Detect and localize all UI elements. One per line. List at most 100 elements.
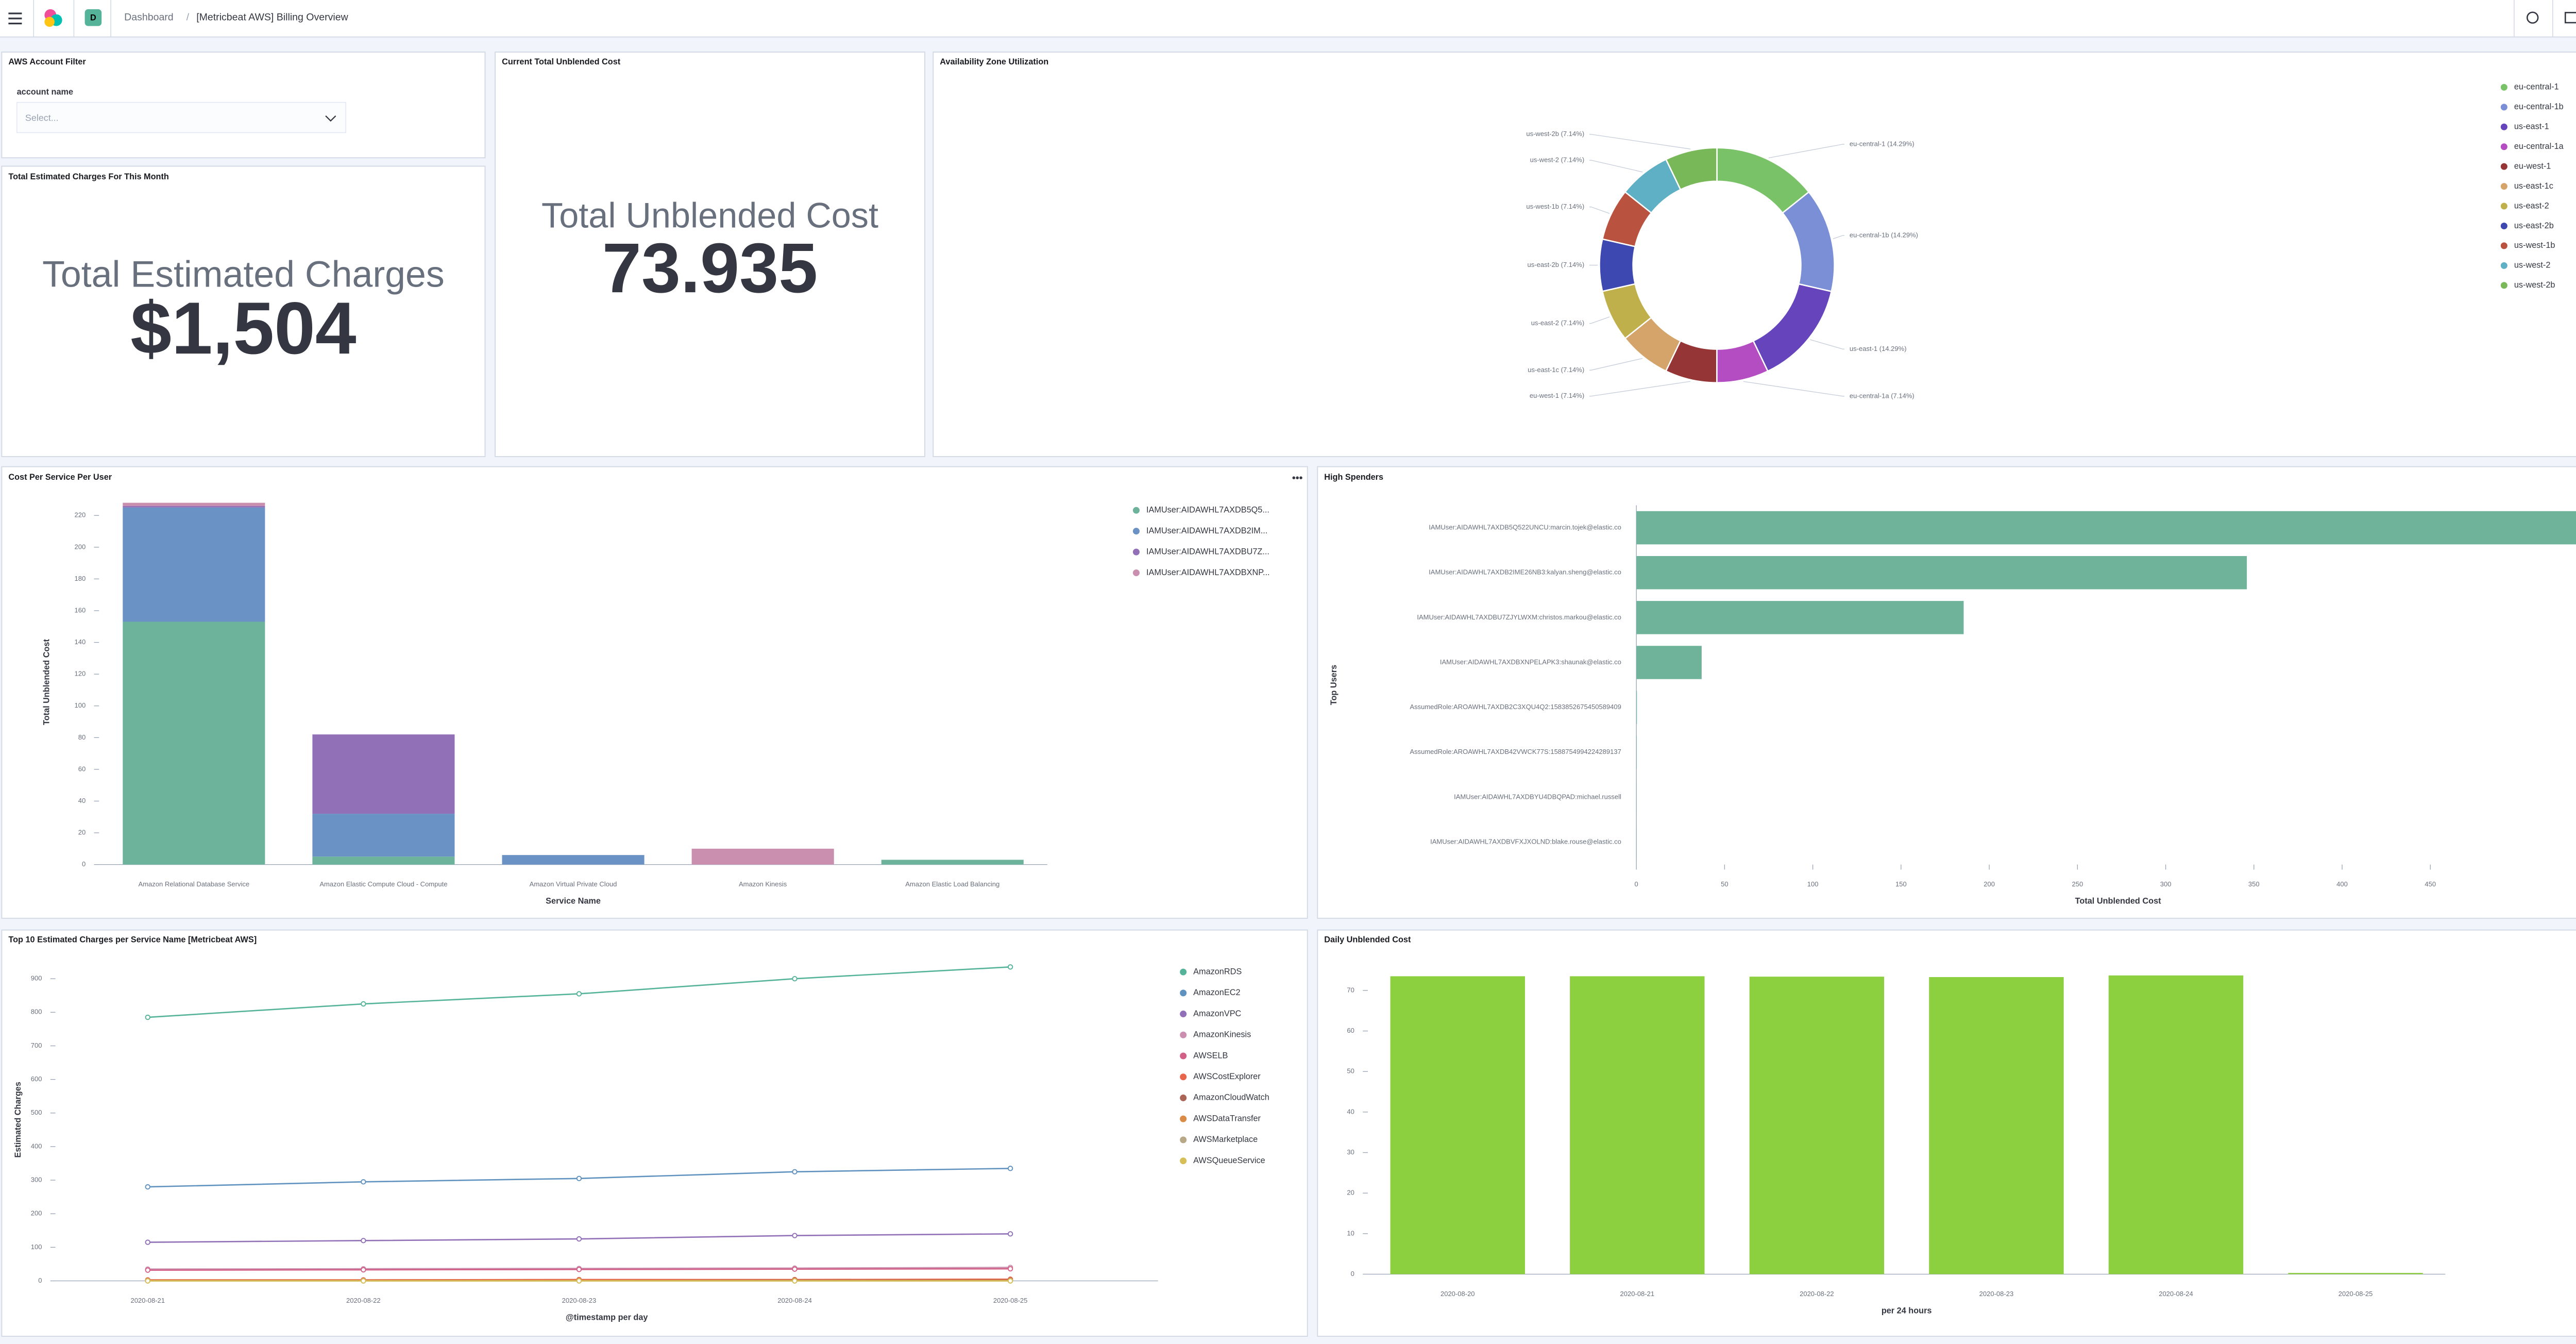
- y-tick-label: IAMUser:AIDAWHL7AXDBVFXJXOLND:blake.rous…: [1430, 838, 1621, 846]
- leader-line: [1589, 381, 1690, 397]
- legend-swatch: [1132, 569, 1140, 576]
- x-tick-label: 2020-08-24: [2159, 1290, 2193, 1298]
- slice-label: us-east-2 (7.14%): [1531, 319, 1584, 327]
- x-tick-label: Amazon Elastic Load Balancing: [905, 880, 999, 888]
- y-tick-label: IAMUser:AIDAWHL7AXDBU7ZJYLWXM:christos.m…: [1417, 613, 1621, 621]
- account-select[interactable]: [16, 102, 346, 133]
- line-point: [145, 1278, 150, 1284]
- legend-swatch: [2500, 143, 2507, 150]
- bar: [1636, 735, 1637, 769]
- x-tick-label: 350: [2248, 880, 2260, 888]
- bar-segment: [123, 506, 265, 508]
- line-point: [361, 1278, 366, 1284]
- leader-line: [1589, 206, 1610, 214]
- leader-line: [1589, 316, 1610, 324]
- x-axis-title: per 24 hours: [1882, 1306, 1932, 1315]
- logo[interactable]: [44, 9, 62, 27]
- x-tick-label: 2020-08-21: [130, 1297, 165, 1304]
- panel-title: Total Estimated Charges For This Month: [8, 172, 168, 181]
- panel-options[interactable]: •••: [1292, 473, 1303, 484]
- legend-label: eu-west-1: [2514, 161, 2551, 171]
- leader-line: [1589, 133, 1691, 149]
- bar: [1636, 556, 2247, 590]
- x-tick-label: 2020-08-25: [2338, 1290, 2373, 1298]
- legend-swatch: [2500, 83, 2507, 91]
- space-avatar-text: D: [90, 13, 96, 22]
- x-tick-label: 300: [2160, 880, 2172, 888]
- bar: [1636, 601, 1964, 634]
- bar-segment: [123, 507, 265, 622]
- line-point: [145, 1014, 150, 1020]
- bar-segment: [312, 734, 455, 814]
- breadcrumb-link[interactable]: Dashboard: [124, 11, 174, 23]
- legend-label: IAMUser:AIDAWHL7AXDB5Q5...: [1146, 506, 1269, 515]
- legend-label: us-east-1: [2514, 122, 2549, 131]
- legend-label: us-east-1c: [2514, 181, 2553, 191]
- y-tick-label: 100: [74, 701, 86, 709]
- slice-label: us-west-2b (7.14%): [1526, 130, 1584, 138]
- x-axis-title: @timestamp per day: [566, 1313, 648, 1322]
- line-point: [145, 1267, 150, 1273]
- line-point: [576, 1278, 582, 1284]
- leader-line: [1768, 144, 1845, 158]
- y-tick-label: 100: [31, 1243, 42, 1251]
- menu-line: [8, 18, 22, 20]
- breadcrumb-separator: /: [187, 11, 190, 23]
- y-tick-label: IAMUser:AIDAWHL7AXDBYU4DBQPAD:michael.ru…: [1454, 793, 1621, 800]
- legend-label: AWSCostExplorer: [1193, 1072, 1261, 1081]
- y-tick-label: 20: [78, 828, 86, 836]
- y-tick-label: 140: [74, 638, 86, 646]
- x-tick-label: Amazon Virtual Private Cloud: [530, 880, 617, 888]
- legend-swatch: [2500, 163, 2507, 170]
- y-tick-label: IAMUser:AIDAWHL7AXDBXNPELAPK3:shaunak@el…: [1440, 658, 1621, 666]
- x-tick-label: Amazon Elastic Compute Cloud - Compute: [319, 880, 447, 888]
- x-tick-label: 450: [2425, 880, 2436, 888]
- bar: [2288, 1273, 2423, 1274]
- legend-label: AWSMarketplace: [1193, 1135, 1258, 1144]
- menu-button[interactable]: [8, 12, 22, 25]
- help-icon[interactable]: [2527, 11, 2539, 24]
- y-tick-label: 500: [31, 1108, 42, 1116]
- y-tick-label: 220: [74, 511, 86, 519]
- y-tick-label: 0: [82, 860, 86, 868]
- metric-value: $1,504: [130, 287, 356, 369]
- y-tick-label: 40: [78, 797, 86, 804]
- legend-label: us-west-2: [2514, 261, 2551, 270]
- breadcrumb-current: [Metricbeat AWS] Billing Overview: [196, 11, 348, 23]
- y-tick-label: 700: [31, 1041, 42, 1049]
- panel: [933, 52, 2576, 458]
- logo-part: [44, 16, 55, 27]
- y-tick-label: 160: [74, 606, 86, 614]
- donut-slice: [1599, 238, 1636, 292]
- bar-segment: [312, 856, 455, 865]
- legend-label: eu-central-1: [2514, 82, 2559, 92]
- line-point: [145, 1184, 150, 1190]
- line-point: [792, 1169, 798, 1174]
- bar-segment: [502, 855, 645, 865]
- x-axis-title: Total Unblended Cost: [2075, 897, 2161, 906]
- legend-swatch: [1180, 1157, 1187, 1165]
- legend-label: IAMUser:AIDAWHL7AXDBU7Z...: [1146, 547, 1269, 556]
- x-tick-label: 2020-08-23: [562, 1297, 597, 1304]
- filter-label: account name: [17, 87, 73, 96]
- newsfeed-icon[interactable]: [2564, 12, 2576, 24]
- bar-segment: [123, 621, 265, 865]
- y-axis-title: Top Users: [1329, 665, 1338, 705]
- bar: [1636, 646, 1702, 679]
- x-tick-label: 2020-08-20: [1440, 1290, 1475, 1298]
- x-tick-label: 100: [1807, 880, 1819, 888]
- x-axis-title: Service Name: [546, 897, 601, 906]
- legend-label: us-east-2b: [2514, 221, 2554, 230]
- y-tick-label: 40: [1347, 1107, 1354, 1115]
- legend-swatch: [1180, 1073, 1187, 1081]
- space-avatar[interactable]: [84, 9, 102, 26]
- x-tick-label: 2020-08-21: [1620, 1290, 1655, 1298]
- bar: [1390, 976, 1525, 1274]
- bar: [2108, 975, 2244, 1274]
- y-tick-label: 50: [1347, 1067, 1354, 1075]
- legend-label: IAMUser:AIDAWHL7AXDB2IM...: [1146, 526, 1267, 535]
- slice-label: eu-central-1a (7.14%): [1850, 392, 1914, 399]
- legend-swatch: [1180, 989, 1187, 997]
